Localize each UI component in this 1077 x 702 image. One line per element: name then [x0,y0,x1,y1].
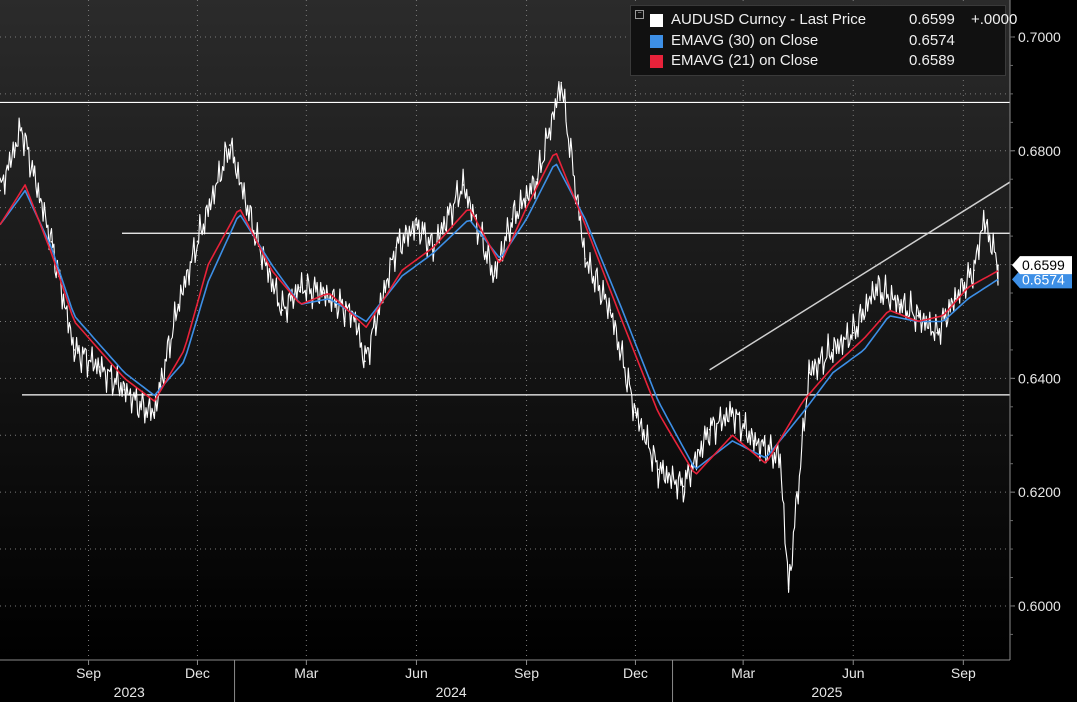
x-tick-label: Sep [514,665,539,681]
year-label: 2025 [811,684,842,700]
price-point [832,349,834,351]
y-tick-label: 0.6000 [1018,598,1061,614]
legend-label: EMAVG (21) on Close [671,52,819,69]
price-tag-text: 0.6599 [1022,257,1065,273]
price-point [731,411,734,414]
price-point [364,360,366,363]
legend-swatch-ema21 [650,55,663,68]
x-tick-label: Sep [76,665,101,681]
x-axis: Sep Dec Mar Jun Sep Dec Mar Jun Sep 2023 2024 2025 [76,660,976,702]
legend-value: 0.6589 [909,52,955,69]
price-point [140,406,143,408]
price-point [982,218,985,220]
y-tick-label: 0.6200 [1018,484,1061,500]
price-point [779,457,782,459]
legend-label: EMAVG (30) on Close [671,32,819,49]
price-point [395,246,397,249]
price-point [536,178,539,181]
year-label: 2023 [114,684,145,700]
x-tick-label: Dec [623,665,648,681]
series-lines [0,81,999,593]
price-point [462,184,464,186]
legend-swatch-ema30 [650,35,663,48]
price-point [936,332,938,334]
price-point [50,241,53,243]
price-point [634,411,637,414]
legend-value: 0.6599 [909,11,955,28]
y-tick-label: 0.6800 [1018,143,1061,159]
legend-label: AUDUSD Curncy - Last Price [671,11,867,28]
price-point [584,258,586,260]
y-tick-label: 0.7000 [1018,29,1061,45]
y-tick-label: 0.6400 [1018,370,1061,386]
price-point [997,264,999,266]
y-axis: 0.7000 0.6800 0.6400 0.6200 0.6000 [1010,29,1061,635]
year-label: 2024 [436,684,467,700]
price-point [493,275,496,277]
price-point [322,292,324,294]
price-point [123,388,126,391]
legend-value: 0.6574 [909,32,955,49]
price-point [708,428,711,431]
price-point [560,81,563,84]
reference-lines [0,101,1011,396]
price-point [682,485,685,488]
legend: − AUDUSD Curncy - Last Price 0.6599 +.00… [630,5,1017,76]
legend-swatch-last-price [650,14,663,27]
series-line-ema21 [0,152,999,475]
price-tag-text: 0.6574 [1022,271,1065,287]
price-point [98,366,101,368]
price-point [808,371,810,374]
price-point [917,314,919,317]
price-point [875,286,877,289]
legend-change: +.0000 [971,11,1018,28]
series-line-last-price [0,81,999,593]
trendline [709,181,1011,371]
x-tick-label: Mar [294,665,318,681]
plot-background [0,0,1010,660]
price-point [0,189,1,192]
price-point [153,411,156,414]
price-point [787,588,790,590]
price-point [973,269,975,272]
price-tag-box [1012,256,1072,275]
price-point [899,303,901,306]
price-point [20,127,23,129]
price-tag-last: 0.6599 [1012,256,1072,275]
x-tick-label: Jun [405,665,428,681]
price-point [281,309,284,311]
price-point [954,297,956,300]
price-point [73,349,75,351]
grid-lines [0,0,1010,660]
price-point [609,309,612,311]
legend-collapse-icon[interactable]: − [635,10,644,19]
x-tick-label: Jun [842,665,865,681]
price-point [511,218,513,220]
price-point [852,332,855,334]
price-point [657,468,659,471]
price-point [415,223,418,226]
price-tag-box [1012,270,1072,289]
price-point [299,286,302,289]
x-tick-label: Mar [731,665,755,681]
x-tick-label: Sep [951,665,976,681]
price-point [177,303,180,306]
price-point [228,144,231,146]
price-tag-ema30: 0.6574 [1012,270,1072,289]
x-tick-label: Dec [185,665,210,681]
price-point [753,440,755,442]
price-point [196,241,199,243]
